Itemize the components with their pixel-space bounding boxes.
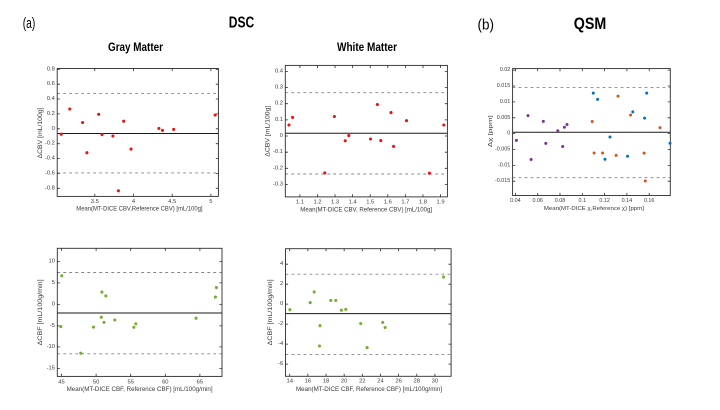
svg-text:0.02: 0.02 [500, 67, 511, 73]
svg-text:Gray Matter: Gray Matter [108, 42, 163, 54]
svg-text:4: 4 [132, 199, 136, 205]
svg-text:Mean(MT-DICE χ,Reference χ) [p: Mean(MT-DICE χ,Reference χ) [ppm] [544, 206, 644, 212]
svg-text:-2: -2 [278, 321, 283, 327]
svg-text:0.6: 0.6 [47, 81, 55, 87]
svg-text:ΔCBV [mL/100g]: ΔCBV [mL/100g] [37, 107, 44, 158]
svg-text:0: 0 [507, 131, 510, 137]
svg-text:0: 0 [280, 133, 283, 139]
svg-text:26: 26 [395, 379, 401, 385]
svg-text:-4: -4 [278, 341, 284, 347]
svg-text:30: 30 [432, 379, 438, 385]
svg-text:10: 10 [49, 258, 55, 264]
svg-text:3.5: 3.5 [91, 199, 99, 205]
svg-text:5: 5 [209, 199, 212, 205]
svg-text:60: 60 [162, 379, 168, 385]
svg-text:Mean(MT-DICE CBV, Reference CB: Mean(MT-DICE CBV, Reference CBV) [mL/100… [300, 207, 432, 214]
svg-text:0.005: 0.005 [497, 115, 511, 121]
svg-text:5: 5 [52, 280, 55, 286]
svg-text:55: 55 [127, 379, 133, 385]
svg-text:-6: -6 [278, 361, 283, 367]
svg-text:1.4: 1.4 [349, 200, 358, 206]
svg-text:-0.4: -0.4 [45, 156, 56, 162]
svg-text:ΔCBF [mL/100g/min]: ΔCBF [mL/100g/min] [267, 279, 274, 345]
svg-text:1.3: 1.3 [331, 200, 339, 206]
svg-text:0.16: 0.16 [644, 198, 655, 204]
svg-text:0.1: 0.1 [579, 198, 587, 204]
svg-text:50: 50 [93, 379, 99, 385]
svg-text:-0.015: -0.015 [495, 178, 510, 184]
svg-text:0.015: 0.015 [497, 83, 511, 89]
svg-text:0.04: 0.04 [510, 198, 521, 204]
svg-text:1.2: 1.2 [313, 200, 321, 206]
svg-text:24: 24 [377, 379, 384, 385]
svg-text:0.3: 0.3 [275, 85, 283, 91]
svg-text:4: 4 [280, 261, 284, 267]
svg-text:28: 28 [414, 379, 420, 385]
svg-text:(a): (a) [23, 15, 36, 32]
svg-text:16: 16 [305, 379, 311, 385]
svg-text:Δχ [ppm]: Δχ [ppm] [488, 115, 494, 148]
svg-text:-0.1: -0.1 [273, 149, 283, 155]
svg-text:0.1: 0.1 [275, 117, 283, 123]
svg-text:22: 22 [359, 379, 365, 385]
svg-text:Mean(MT-DICE CBF, Reference CB: Mean(MT-DICE CBF, Reference CBF) [mL/100… [67, 386, 213, 393]
svg-text:0.01: 0.01 [500, 99, 511, 105]
svg-text:14: 14 [286, 379, 293, 385]
svg-text:45: 45 [58, 379, 64, 385]
svg-text:1.6: 1.6 [384, 200, 392, 206]
svg-text:White Matter: White Matter [337, 42, 397, 54]
svg-text:0: 0 [52, 126, 55, 132]
svg-text:1.1: 1.1 [296, 200, 304, 206]
svg-text:0.8: 0.8 [47, 66, 55, 72]
svg-text:-0.01: -0.01 [498, 162, 510, 168]
svg-text:1.8: 1.8 [419, 200, 427, 206]
svg-text:Mean(MT-DICE CBF, Reference CB: Mean(MT-DICE CBF, Reference CBF) [mL/100… [296, 386, 442, 393]
svg-text:2: 2 [280, 281, 283, 287]
svg-text:1.7: 1.7 [401, 200, 409, 206]
svg-text:0: 0 [280, 301, 283, 307]
svg-text:-0.3: -0.3 [273, 182, 283, 188]
svg-text:-0.005: -0.005 [495, 147, 510, 153]
svg-text:(b): (b) [478, 16, 495, 33]
svg-text:0.08: 0.08 [555, 198, 566, 204]
svg-text:20: 20 [341, 379, 347, 385]
svg-text:1.5: 1.5 [366, 200, 374, 206]
svg-text:4.5: 4.5 [168, 199, 176, 205]
svg-text:-15: -15 [47, 365, 55, 371]
svg-text:0.2: 0.2 [47, 111, 55, 117]
svg-text:-0.6: -0.6 [45, 170, 55, 176]
svg-text:0.12: 0.12 [599, 198, 610, 204]
svg-text:18: 18 [323, 379, 329, 385]
svg-text:0.06: 0.06 [532, 198, 543, 204]
svg-text:-10: -10 [47, 344, 55, 350]
svg-text:0: 0 [52, 301, 55, 307]
svg-text:1.9: 1.9 [437, 200, 445, 206]
svg-text:DSC: DSC [229, 15, 255, 32]
svg-text:-0.2: -0.2 [45, 141, 55, 147]
svg-text:-0.2: -0.2 [273, 165, 283, 171]
svg-text:QSM: QSM [574, 15, 607, 33]
svg-text:0.4: 0.4 [47, 96, 56, 102]
svg-text:65: 65 [197, 379, 203, 385]
svg-text:ΔCBF [mL/100g/min]: ΔCBF [mL/100g/min] [37, 279, 44, 345]
svg-text:0.2: 0.2 [275, 101, 283, 107]
svg-text:ΔCBV [mL/100g]: ΔCBV [mL/100g] [265, 105, 272, 156]
svg-text:0.4: 0.4 [275, 68, 284, 74]
svg-text:-0.8: -0.8 [45, 185, 55, 191]
svg-text:Mean(MT-DICE CBV,Reference CBV: Mean(MT-DICE CBV,Reference CBV) [mL/100g… [76, 206, 202, 213]
svg-text:0.14: 0.14 [622, 198, 633, 204]
svg-text:-5: -5 [50, 323, 55, 329]
